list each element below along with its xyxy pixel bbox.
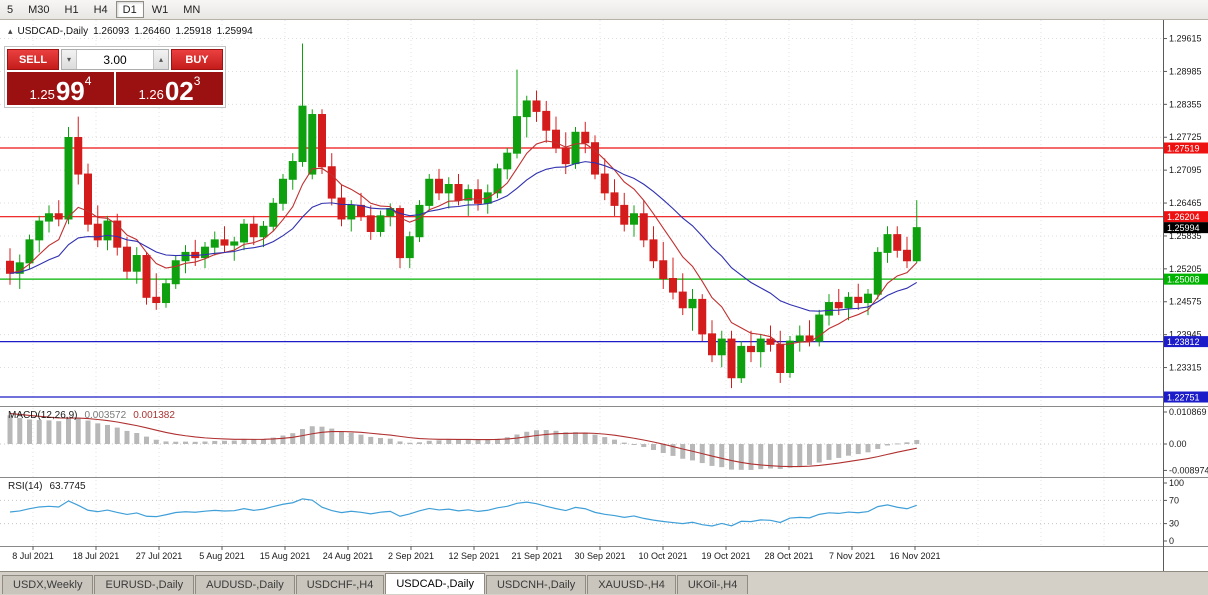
macd-panel[interactable] <box>0 412 1163 470</box>
svg-text:1.27519: 1.27519 <box>1167 144 1200 154</box>
chart-tab[interactable]: AUDUSD-,Daily <box>195 575 295 594</box>
macd-signal-value: 0.001382 <box>133 410 175 421</box>
buy-price-big-digits: 02 <box>164 75 194 106</box>
chart-tab[interactable]: USDCAD-,Daily <box>385 573 485 594</box>
svg-text:-0.008974: -0.008974 <box>1169 465 1208 475</box>
ohlc-low: 1.25918 <box>175 26 212 37</box>
svg-text:1.23945: 1.23945 <box>1169 330 1202 340</box>
svg-text:30 Sep 2021: 30 Sep 2021 <box>574 551 625 561</box>
svg-text:70: 70 <box>1169 495 1179 505</box>
svg-text:8 Jul 2021: 8 Jul 2021 <box>12 551 54 561</box>
rsi-name: RSI(14) <box>8 481 43 492</box>
buy-button[interactable]: BUY <box>171 49 223 70</box>
volume-control: ▾ ▴ <box>61 49 169 70</box>
sell-price-superscript: 4 <box>84 74 92 88</box>
price-axis[interactable]: 1.29615 1.28985 1.28355 1.27725 1.27095 1.264… <box>1163 34 1208 403</box>
svg-text:2 Sep 2021: 2 Sep 2021 <box>388 551 434 561</box>
svg-text:1.26465: 1.26465 <box>1169 198 1202 208</box>
svg-text:0.00: 0.00 <box>1169 439 1187 449</box>
macd-name: MACD(12,26,9) <box>8 410 78 421</box>
svg-text:28 Oct 2021: 28 Oct 2021 <box>764 551 813 561</box>
timeframe-d1[interactable]: D1 <box>115 1 144 18</box>
timeframe-mn[interactable]: MN <box>176 1 207 18</box>
ohlc-close: 1.25994 <box>216 26 253 37</box>
chart-tab[interactable]: USDCNH-,Daily <box>485 575 587 594</box>
svg-text:1.23315: 1.23315 <box>1169 363 1202 373</box>
svg-text:27 Jul 2021: 27 Jul 2021 <box>136 551 183 561</box>
chart-symbol-period: USDCAD-,Daily <box>17 26 89 37</box>
rsi-indicator-label: RSI(14) 63.7745 <box>8 481 86 492</box>
svg-text:1.22751: 1.22751 <box>1167 393 1200 403</box>
rsi-panel[interactable] <box>0 498 1163 527</box>
buy-price-superscript: 3 <box>193 74 201 88</box>
svg-text:1.28985: 1.28985 <box>1169 66 1202 76</box>
svg-text:19 Oct 2021: 19 Oct 2021 <box>701 551 750 561</box>
svg-text:1.28355: 1.28355 <box>1169 99 1202 109</box>
svg-text:1.25205: 1.25205 <box>1169 264 1202 274</box>
sell-price-big-digits: 99 <box>55 75 85 106</box>
chart-info-line: ▴ USDCAD-,Daily 1.26093 1.26460 1.25918 … <box>8 26 253 37</box>
horizontal-lines-layer[interactable] <box>0 147 1163 398</box>
buy-price-prefix: 1.26 <box>138 86 164 102</box>
chart-window: 1.29615 1.28985 1.28355 1.27725 1.27095 1.264… <box>0 20 1208 571</box>
svg-text:1.23812: 1.23812 <box>1167 337 1200 347</box>
svg-text:1.25835: 1.25835 <box>1169 231 1202 241</box>
svg-text:5 Aug 2021: 5 Aug 2021 <box>199 551 245 561</box>
candles-layer[interactable] <box>6 43 921 389</box>
timeframe-5[interactable]: 5 <box>0 1 20 18</box>
svg-text:1.27725: 1.27725 <box>1169 132 1202 142</box>
svg-text:1.27095: 1.27095 <box>1169 165 1202 175</box>
chart-tab[interactable]: USDCHF-,H4 <box>295 575 385 594</box>
svg-text:1.24575: 1.24575 <box>1169 297 1202 307</box>
sell-price-display[interactable]: 1.25 99 4 <box>7 72 114 105</box>
svg-text:100: 100 <box>1169 478 1184 488</box>
svg-text:7 Nov 2021: 7 Nov 2021 <box>829 551 875 561</box>
timeframe-w1[interactable]: W1 <box>145 1 176 18</box>
svg-text:24 Aug 2021: 24 Aug 2021 <box>323 551 374 561</box>
svg-text:1.29615: 1.29615 <box>1169 34 1202 44</box>
timeframe-m30[interactable]: M30 <box>21 1 56 18</box>
moving-averages-layer <box>9 140 918 346</box>
svg-text:12 Sep 2021: 12 Sep 2021 <box>448 551 499 561</box>
macd-indicator-label: MACD(12,26,9) 0.003572 0.001382 <box>8 410 175 421</box>
svg-text:30: 30 <box>1169 519 1179 529</box>
date-axis[interactable]: 8 Jul 2021 18 Jul 2021 27 Jul 2021 5 Aug 20… <box>12 546 941 561</box>
svg-text:15 Aug 2021: 15 Aug 2021 <box>260 551 311 561</box>
timeframe-toolbar: 5 M30 H1 H4 D1 W1 MN <box>0 0 1208 20</box>
svg-text:21 Sep 2021: 21 Sep 2021 <box>511 551 562 561</box>
volume-input[interactable] <box>77 50 153 69</box>
svg-text:16 Nov 2021: 16 Nov 2021 <box>889 551 940 561</box>
ohlc-open: 1.26093 <box>93 26 130 37</box>
chart-canvas[interactable]: 1.296151.289851.283551.277251.270951.264… <box>0 20 1208 571</box>
timeframe-h1[interactable]: H1 <box>58 1 86 18</box>
panel-separators[interactable] <box>0 20 1208 571</box>
chart-tab[interactable]: USDX,Weekly <box>2 575 94 594</box>
svg-text:0.010869: 0.010869 <box>1169 407 1207 417</box>
chart-tabs-bar: USDX,Weekly EURUSD-,Daily AUDUSD-,Daily USD… <box>0 571 1208 595</box>
svg-text:18 Jul 2021: 18 Jul 2021 <box>73 551 120 561</box>
volume-decrease-icon[interactable]: ▾ <box>62 50 77 69</box>
one-click-collapse-icon[interactable]: ▴ <box>8 26 13 36</box>
chart-tab[interactable]: EURUSD-,Daily <box>94 575 195 594</box>
buy-price-display[interactable]: 1.26 02 3 <box>116 72 223 105</box>
svg-text:1.25994: 1.25994 <box>1167 223 1200 233</box>
timeframe-h4[interactable]: H4 <box>87 1 115 18</box>
svg-text:1.26204: 1.26204 <box>1167 212 1200 222</box>
indicator-axes[interactable]: 0.010869 0.00 -0.008974 100 70 30 0 <box>1163 407 1208 546</box>
svg-text:1.25008: 1.25008 <box>1167 275 1200 285</box>
ohlc-high: 1.26460 <box>134 26 171 37</box>
sell-button[interactable]: SELL <box>7 49 59 70</box>
one-click-trading-panel: SELL ▾ ▴ BUY 1.25 99 4 1.26 02 3 <box>4 46 226 108</box>
volume-increase-icon[interactable]: ▴ <box>153 50 168 69</box>
svg-text:10 Oct 2021: 10 Oct 2021 <box>638 551 687 561</box>
rsi-value: 63.7745 <box>49 481 86 492</box>
macd-main-value: 0.003572 <box>84 410 127 421</box>
chart-tab[interactable]: UKOil-,H4 <box>676 575 749 594</box>
chart-tab[interactable]: XAUUSD-,H4 <box>587 575 676 594</box>
svg-text:0: 0 <box>1169 536 1174 546</box>
sell-price-prefix: 1.25 <box>29 86 55 102</box>
